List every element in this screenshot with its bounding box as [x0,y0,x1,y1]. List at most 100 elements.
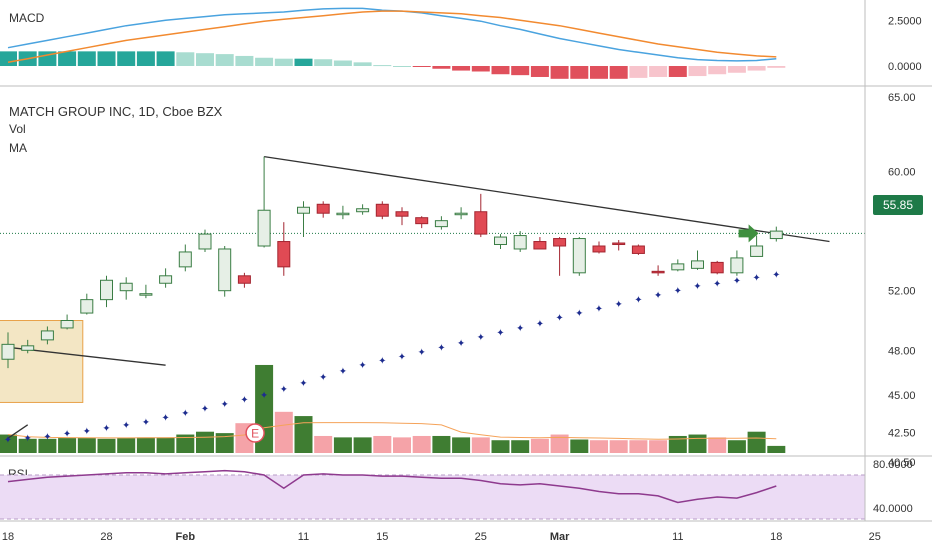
price-y-tick: 45.00 [888,390,916,402]
volume-bar [629,440,648,453]
sar-point: ✦ [418,347,426,358]
volume-bar [393,437,411,453]
volume-bar [767,445,786,453]
candle [356,208,370,213]
candle [395,211,409,217]
candle [513,235,527,250]
candle [316,203,330,214]
macd-histogram-bar [314,59,333,66]
macd-histogram-bar [274,58,293,66]
x-tick: 11 [298,531,309,543]
candle [592,245,606,253]
sar-point: ✦ [161,413,169,424]
macd-histogram-bar [353,62,372,66]
volume-bar [590,440,608,453]
volume-bar [117,438,136,453]
macd-histogram-bar [255,57,274,66]
volume-bar [373,435,392,453]
volume-bar [708,437,727,453]
volume-bar [668,435,687,453]
sar-point: ✦ [713,279,721,290]
volume-bar [530,438,549,453]
resistance-trendline [264,155,830,243]
macd-histogram-bar [235,55,254,66]
candle [336,212,350,216]
macd-histogram-bar [590,66,608,79]
rsi-band [0,475,865,519]
price-y-tick: 48.00 [888,345,916,357]
candle [769,230,783,240]
volume-bar [747,431,766,453]
candle [159,275,173,284]
macd-histogram-bar [196,53,214,66]
price-pane: ✦ ✦ ✦ ✦ ✦ ✦ ✦ ✦ ✦ ✦ ✦ ✦ ✦ ✦ ✦ ✦ ✦ ✦ ✦ ✦ ✦ ✦ ✦ ✦ ✦ ✦ ✦ ✦ ✦ ✦ ✦ ✦ ✦ ✦ ✦ ✦ ✦ ✦ ✦ ✦… [0,155,865,453]
candle [691,260,704,269]
sar-point: ✦ [358,361,366,372]
macd-histogram-bar [708,66,727,75]
macd-y-tick: 0.0000 [888,61,922,73]
candle [119,282,133,292]
volume-bar [412,435,431,453]
candle [494,236,507,246]
sar-point: ✦ [83,426,91,437]
sar-point: ✦ [240,395,248,406]
macd-histogram-bar [471,66,490,72]
volume-bar [136,437,155,453]
sar-point: ✦ [772,270,780,281]
macd-histogram-bar [747,66,766,71]
candle [612,242,626,246]
left-trendline [7,346,166,366]
volume-bar [432,435,451,453]
candle [553,238,567,247]
x-tick: 18 [2,531,14,543]
sar-point: ✦ [674,286,682,297]
sar-point: ✦ [634,295,642,306]
sar-point: ✦ [181,408,189,419]
macd-histogram-bar [649,66,668,77]
candle [631,245,645,254]
candle [533,241,547,250]
candle [21,345,35,351]
candle [40,330,54,341]
macd-histogram-bar [393,66,411,67]
candle [60,320,74,329]
volume-bar [609,440,628,453]
sar-point: ✦ [63,429,71,440]
macd-histogram-bar [38,51,57,66]
macd-histogram-bar [629,66,648,78]
sar-point: ✦ [280,385,288,396]
macd-histogram-bar [688,66,707,77]
macd-histogram-bar [609,66,628,79]
sar-point: ✦ [260,391,268,402]
volume-bar [38,438,57,453]
rsi-pane [0,469,865,520]
macd-histogram-bar [97,51,116,66]
rsi-y-tick: 80.0000 [873,459,913,471]
macd-histogram-bar [491,66,510,75]
macd-histogram-bar [0,51,17,66]
x-tick: 25 [869,531,881,543]
left-low-trendline [7,424,29,439]
macd-histogram-bar [176,52,195,66]
x-tick: Mar [550,531,570,543]
volume-bar [0,434,17,453]
candle [710,261,724,274]
volume-bar [550,434,569,453]
price-y-tick: 60.00 [888,167,916,179]
volume-bar [215,433,234,453]
rsi-y-tick: 40.0000 [873,503,913,515]
volume-bar [570,439,589,453]
sar-point: ✦ [752,273,760,284]
sar-point: ✦ [693,282,701,293]
sar-point: ✦ [24,434,32,445]
sar-point: ✦ [102,423,110,434]
arrow-marker [738,224,759,243]
volume-bar [18,438,37,453]
volume-bar [452,437,471,453]
sar-point: ✦ [516,323,524,334]
sar-point: ✦ [733,276,741,287]
sar-point: ✦ [615,300,623,311]
candle [454,212,468,216]
volume-bar [491,440,510,453]
